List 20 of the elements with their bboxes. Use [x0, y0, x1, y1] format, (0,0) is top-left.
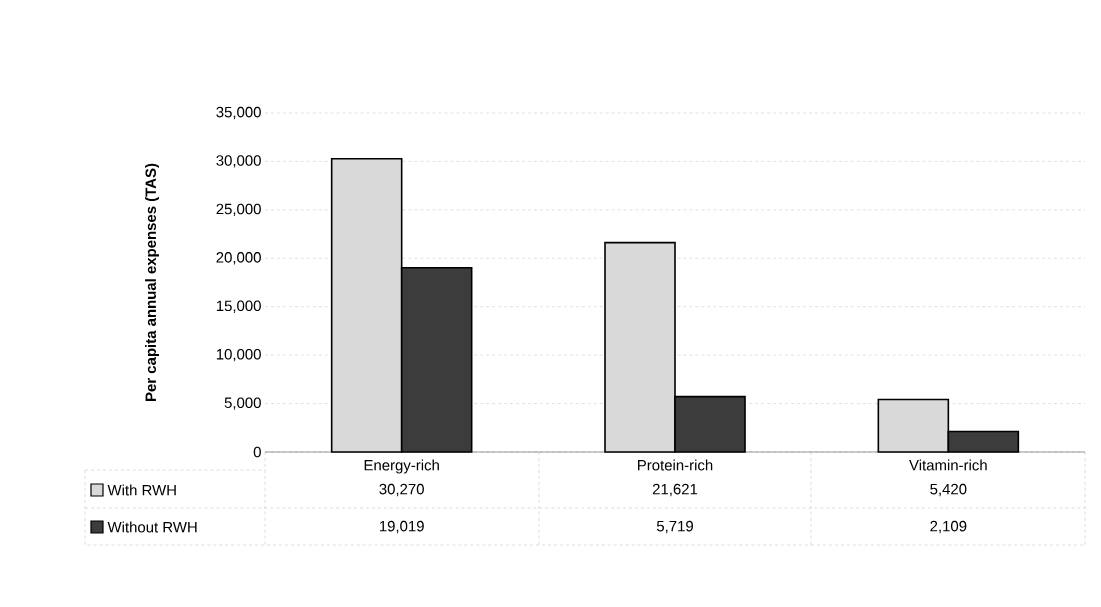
y-axis-title: Per capita annual expenses (TAS) — [145, 163, 159, 401]
y-tick-label: 0 — [253, 446, 261, 458]
data-label: 5,719 — [656, 520, 693, 534]
legend-label: With RWH — [107, 484, 176, 496]
y-tick-label: 5,000 — [224, 397, 261, 410]
data-label: 2,109 — [930, 520, 967, 534]
x-tick-label: Protein-rich — [638, 459, 713, 471]
y-tick-label: 30,000 — [216, 155, 261, 168]
y-tick-label: 25,000 — [216, 203, 261, 217]
data-label: 5,420 — [930, 483, 967, 497]
y-tick-label: 10,000 — [216, 348, 261, 362]
x-tick-label: Energy-rich — [364, 459, 439, 474]
legend-label: Without RWH — [107, 521, 197, 533]
x-tick-label: Vitamin-rich — [909, 459, 987, 471]
y-tick-label: 35,000 — [216, 106, 261, 120]
data-label: 30,270 — [379, 483, 424, 497]
y-tick-label: 15,000 — [216, 300, 261, 313]
data-label: 19,019 — [379, 520, 424, 534]
data-label: 21,621 — [652, 483, 698, 497]
y-tick-label: 20,000 — [216, 252, 261, 265]
